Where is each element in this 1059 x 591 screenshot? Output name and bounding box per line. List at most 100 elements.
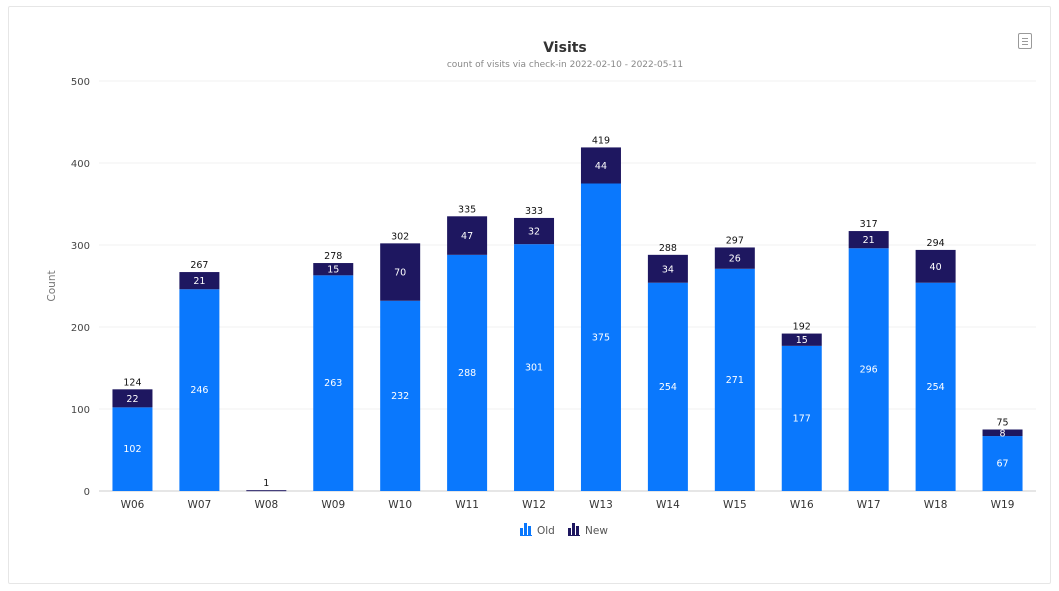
legend-icon-base <box>568 535 580 536</box>
bar-old-W16 <box>781 345 822 491</box>
chart-menu-button[interactable] <box>1018 33 1032 49</box>
new-value-label-W10: 70 <box>394 268 406 279</box>
new-value-label-W18: 40 <box>930 262 942 273</box>
chart-subtitle: count of visits via check-in 2022-02-10 … <box>447 60 683 70</box>
total-label-W18: 294 <box>927 238 945 249</box>
x-tick-label: W18 <box>924 499 948 511</box>
new-value-label-W14: 34 <box>662 264 674 275</box>
total-label-W19: 75 <box>996 418 1008 429</box>
y-tick-label: 200 <box>71 323 90 334</box>
legend-icon-bar <box>576 526 579 535</box>
bar-chart-icon <box>520 523 532 536</box>
total-label-W16: 192 <box>793 322 811 333</box>
bar-new-W14 <box>647 254 688 283</box>
x-tick-label: W17 <box>857 499 881 511</box>
y-tick-label: 100 <box>71 405 90 416</box>
legend-icon-base <box>520 535 532 536</box>
x-tick-label: W13 <box>589 499 613 511</box>
gridlines <box>99 80 1036 492</box>
bar-new-W08 <box>246 490 287 492</box>
bar-old-W12 <box>514 244 555 491</box>
bar-new-W09 <box>313 263 354 276</box>
legend-icon-bar <box>572 523 575 535</box>
legend-item-new[interactable]: New <box>568 523 608 537</box>
old-value-label-W17: 296 <box>860 365 878 376</box>
bar-old-W11 <box>447 254 488 491</box>
y-tick-label: 300 <box>71 241 90 252</box>
total-label-W06: 124 <box>123 377 141 388</box>
old-value-label-W10: 232 <box>391 391 409 402</box>
bar-new-W18 <box>915 249 956 283</box>
legend-icon-bar <box>520 528 523 535</box>
total-label-W09: 278 <box>324 251 342 262</box>
bar-new-W10 <box>380 243 421 301</box>
bar-new-W06 <box>112 389 153 408</box>
old-value-label-W15: 271 <box>726 375 744 386</box>
x-tick-label: W06 <box>121 499 145 511</box>
legend-icon-bar <box>528 526 531 535</box>
total-label-W15: 297 <box>726 235 744 246</box>
bar-new-W15 <box>714 247 755 269</box>
x-tick-label: W15 <box>723 499 747 511</box>
bar-old-W14 <box>647 282 688 491</box>
new-value-label-W17: 21 <box>863 235 875 246</box>
old-value-label-W06: 102 <box>123 444 141 455</box>
bar-chart-icon <box>568 523 580 536</box>
bar-old-W13 <box>580 183 621 491</box>
legend-icon-bar <box>524 523 527 535</box>
bars <box>112 147 1023 492</box>
new-value-label-W13: 44 <box>595 161 607 172</box>
total-label-W13: 419 <box>592 135 610 146</box>
menu-line <box>1022 38 1028 39</box>
old-value-label-W12: 301 <box>525 363 543 374</box>
total-label-W08: 1 <box>263 478 269 489</box>
new-value-label-W06: 22 <box>126 394 138 405</box>
total-label-W17: 317 <box>860 219 878 230</box>
menu-line <box>1022 41 1028 42</box>
legend[interactable]: Old New <box>520 523 608 537</box>
menu-line <box>1022 44 1028 45</box>
new-value-label-W11: 47 <box>461 231 473 242</box>
new-value-label-W19: 8 <box>1000 428 1006 439</box>
bar-old-W10 <box>380 300 421 491</box>
x-tick-label: W11 <box>455 499 479 511</box>
bar-old-W18 <box>915 282 956 491</box>
x-tick-label: W16 <box>790 499 814 511</box>
bar-old-W19 <box>982 436 1023 491</box>
bar-labels: 124 102 22 267 246 21 1 278 263 15 302 232 70 335 288 4… <box>123 135 1008 489</box>
bar-new-W16 <box>781 333 822 346</box>
total-label-W11: 335 <box>458 204 476 215</box>
legend-label: New <box>585 525 608 537</box>
legend-label: Old <box>537 525 555 537</box>
old-value-label-W11: 288 <box>458 368 476 379</box>
x-tick-label: W08 <box>254 499 278 511</box>
old-value-label-W13: 375 <box>592 332 610 343</box>
old-value-label-W14: 254 <box>659 382 677 393</box>
x-tick-label: W12 <box>522 499 546 511</box>
bar-new-W07 <box>179 272 220 290</box>
new-value-label-W07: 21 <box>193 276 205 287</box>
total-label-W07: 267 <box>190 260 208 271</box>
total-label-W12: 333 <box>525 206 543 217</box>
bar-new-W13 <box>580 147 621 184</box>
y-axis-ticks: 0 100 200 300 400 500 <box>71 77 90 498</box>
x-tick-label: W10 <box>388 499 412 511</box>
y-tick-label: 0 <box>84 487 90 498</box>
bar-old-W17 <box>848 248 889 491</box>
bar-new-W17 <box>848 231 889 249</box>
bar-old-W15 <box>714 268 755 491</box>
old-value-label-W16: 177 <box>793 413 811 424</box>
old-value-label-W18: 254 <box>927 382 945 393</box>
new-value-label-W12: 32 <box>528 227 540 238</box>
old-value-label-W19: 67 <box>996 459 1008 470</box>
bar-new-W11 <box>447 216 488 255</box>
new-value-label-W16: 15 <box>796 335 808 346</box>
bar-new-W12 <box>514 217 555 245</box>
bar-new-W19 <box>982 429 1023 437</box>
bar-old-W07 <box>179 289 220 491</box>
chart-title: Visits <box>543 40 587 56</box>
legend-item-old[interactable]: Old <box>520 523 555 537</box>
total-label-W10: 302 <box>391 231 409 242</box>
x-axis-ticks: W06 W07 W08 W09 W10 W11 W12 W13 W14 W15 W16 W17 W18 W… <box>121 499 1015 511</box>
